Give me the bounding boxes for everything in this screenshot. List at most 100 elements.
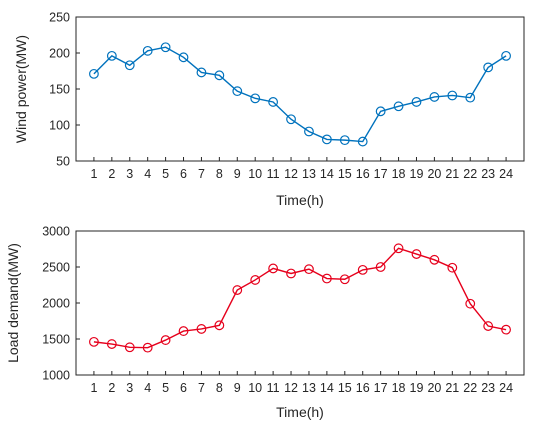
wind-power-xtick-label: 14 [320,167,334,181]
wind-power-point [124,60,135,71]
load-demand-point [447,262,458,273]
load-demand-xtick-label: 20 [427,381,441,395]
load-demand-xtick-label: 13 [302,381,316,395]
wind-power-xtick-label: 6 [180,167,187,181]
load-demand-point [214,320,225,331]
wind-power-point [429,92,440,102]
wind-power-point [304,126,314,137]
wind-power-xtick-label: 12 [284,167,298,181]
load-demand-xtick-label: 21 [445,381,459,395]
wind-power-point [375,106,386,117]
load-demand-point [232,285,243,295]
wind-power-series-line [93,46,507,143]
wind-power-point [142,45,153,56]
wind-power-xtick-label: 15 [338,167,352,181]
load-demand-xtick-label: 3 [126,381,133,395]
load-demand-point [124,342,135,353]
wind-power-xtick-label: 24 [499,167,513,181]
load-demand-xtick-label: 5 [162,381,169,395]
wind-power-point [411,97,422,107]
wind-power-point [178,52,189,63]
wind-power-xtick-label: 7 [198,167,205,181]
wind-power-ylabel: Wind power(MW) [13,35,29,143]
wind-power-xtick-label: 13 [302,167,316,181]
load-demand-xtick-label: 11 [267,381,280,395]
wind-power-ticks: 1 2 3 4 5 6 7 8 9 10 11 12 13 14 15 16 17 18 19 20 21 22 23 245… [49,11,513,182]
load-demand-ytick-label: 2500 [42,261,70,275]
load-demand-xtick-label: 23 [481,381,495,395]
wind-power-point [339,135,350,146]
load-demand-point [286,268,296,279]
load-demand-point [304,264,314,275]
wind-power-point [286,114,296,125]
load-demand-ytick-label: 2000 [42,297,70,311]
wind-power-xtick-label: 23 [481,167,495,181]
load-demand-xtick-label: 2 [108,381,115,395]
wind-power-xtick-label: 11 [267,167,280,181]
load-demand-series-line [93,247,507,349]
load-demand-point [501,324,511,335]
wind-power-point [483,62,494,73]
wind-power-point [89,68,99,79]
load-demand-point [339,274,350,285]
wind-power-xlabel: Time(h) [276,192,324,208]
wind-power-xtick-label: 10 [248,167,262,181]
wind-power-ytick-label: 100 [49,119,70,133]
wind-power-xtick-label: 19 [410,167,424,181]
wind-power-point [465,92,476,103]
wind-power-xtick-label: 17 [374,167,388,181]
load-demand-xlabel: Time(h) [276,404,324,420]
load-demand-xtick-label: 7 [198,381,205,395]
load-demand-point [393,243,404,254]
load-demand-xtick-label: 8 [216,381,223,395]
wind-power-xtick-label: 21 [445,167,459,181]
load-demand-ytick-label: 1500 [42,333,70,347]
wind-power-xtick-label: 20 [427,167,441,181]
load-demand-chart: 1 2 3 4 5 6 7 8 9 10 11 12 13 14 15 16 17 18 19 20 21 22 23 241… [5,225,525,420]
load-demand-point [89,336,99,347]
load-demand-xtick-label: 19 [410,381,424,395]
wind-power-xtick-label: 16 [356,167,370,181]
load-demand-point [106,339,117,349]
load-demand-ytick-label: 1000 [42,369,70,383]
load-demand-ticks: 1 2 3 4 5 6 7 8 9 10 11 12 13 14 15 16 17 18 19 20 21 22 23 241… [42,225,513,396]
load-demand-xtick-label: 15 [338,381,352,395]
wind-power-point [214,70,225,81]
wind-power-xtick-label: 18 [392,167,406,181]
wind-power-point [106,50,117,61]
load-demand-xtick-label: 1 [90,381,97,395]
wind-power-point [321,134,332,145]
wind-power-point [393,101,404,112]
load-demand-point [411,249,422,259]
wind-power-point [268,97,279,107]
wind-power-point [160,42,171,53]
load-demand-xtick-label: 24 [499,381,513,395]
load-demand-xtick-label: 4 [144,381,151,395]
wind-power-chart: 1 2 3 4 5 6 7 8 9 10 11 12 13 14 15 16 17 18 19 20 21 22 23 245… [13,11,525,208]
load-demand-point [250,275,261,285]
wind-power-xtick-label: 1 [90,167,97,181]
wind-power-ytick-label: 150 [49,83,70,97]
load-demand-point [321,273,332,284]
load-demand-xtick-label: 22 [463,381,477,395]
wind-power-point [250,93,261,104]
wind-power-ytick-label: 200 [49,47,70,61]
wind-power-marks [89,42,511,147]
load-demand-xtick-label: 17 [374,381,388,395]
wind-power-point [501,50,511,61]
load-demand-point [196,324,207,334]
wind-power-xtick-label: 4 [144,167,151,181]
wind-power-xtick-label: 5 [162,167,169,181]
load-demand-point [465,298,476,309]
load-demand-plot-area [75,230,525,376]
load-demand-xtick-label: 18 [392,381,406,395]
load-demand-xtick-label: 12 [284,381,298,395]
load-demand-point [357,264,368,275]
load-demand-ytick-label: 3000 [42,225,70,239]
load-demand-point [268,263,279,274]
load-demand-point [160,335,171,345]
wind-power-xtick-label: 3 [126,167,133,181]
load-demand-point [429,254,440,265]
load-demand-xtick-label: 9 [234,381,241,395]
